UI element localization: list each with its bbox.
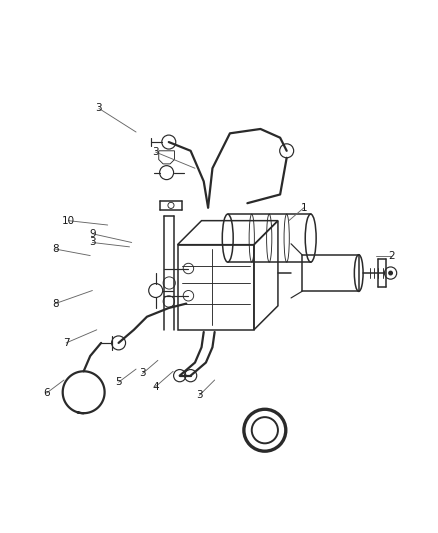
Text: 3: 3 bbox=[152, 147, 159, 157]
Text: 5: 5 bbox=[115, 377, 122, 387]
Text: 4: 4 bbox=[152, 382, 159, 392]
Text: 3: 3 bbox=[139, 368, 146, 378]
Text: 9: 9 bbox=[89, 229, 95, 239]
Text: 3: 3 bbox=[89, 238, 95, 247]
Text: 1: 1 bbox=[301, 203, 307, 213]
Circle shape bbox=[389, 271, 392, 275]
Text: 10: 10 bbox=[62, 216, 75, 225]
Text: 8: 8 bbox=[52, 244, 59, 254]
Text: 7: 7 bbox=[63, 338, 70, 348]
Text: 3: 3 bbox=[196, 390, 203, 400]
Text: 2: 2 bbox=[388, 251, 395, 261]
Text: 3: 3 bbox=[95, 103, 102, 114]
Text: 8: 8 bbox=[52, 298, 59, 309]
Text: 6: 6 bbox=[43, 388, 50, 398]
